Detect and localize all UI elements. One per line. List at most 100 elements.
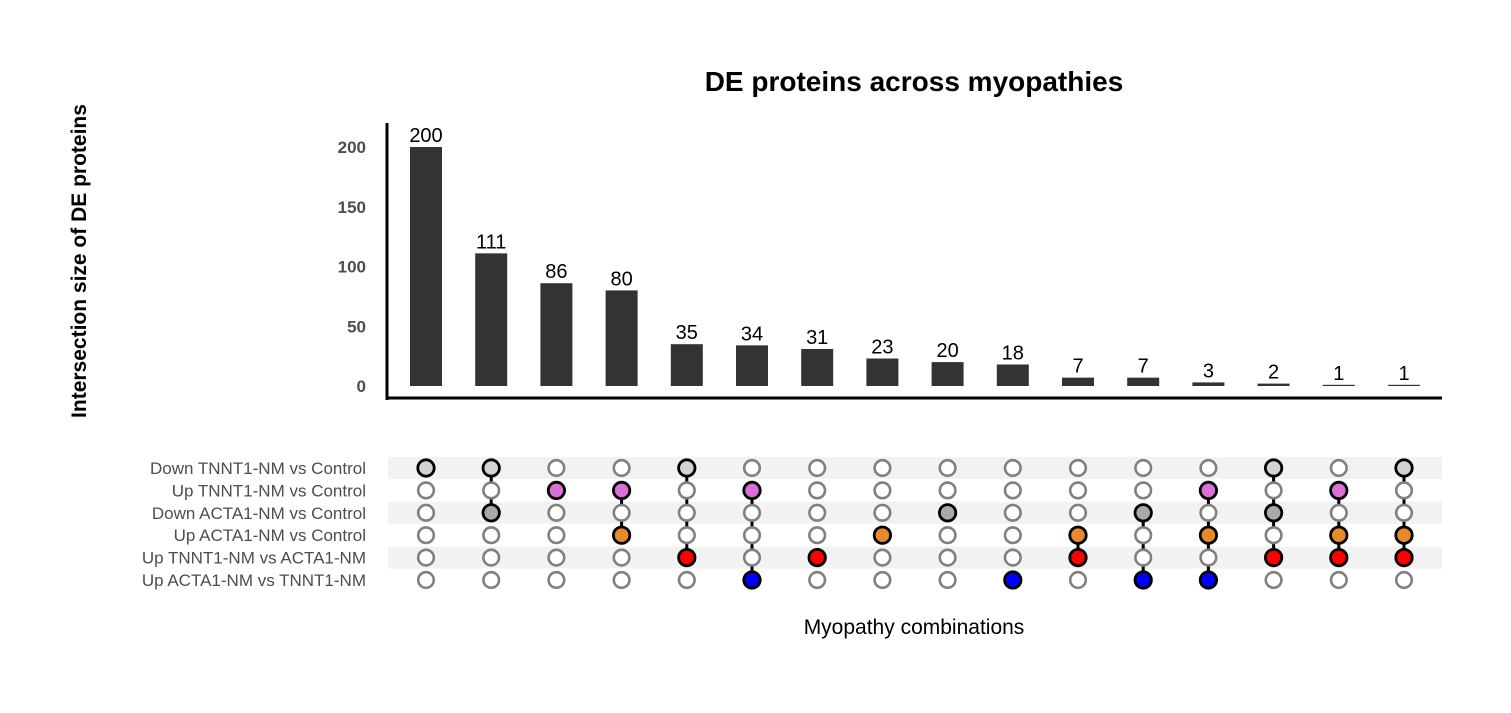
- bar-value-label: 200: [409, 125, 442, 147]
- matrix-dot-active: [1264, 503, 1284, 523]
- bar-value-label: 7: [1072, 356, 1083, 378]
- matrix-dot-inactive: [742, 458, 762, 478]
- matrix-dot-inactive: [1199, 503, 1218, 522]
- bar-value-label: 1: [1398, 363, 1409, 385]
- x-axis-label: Myopathy combinations: [804, 616, 1025, 639]
- matrix-dot-active: [1198, 480, 1219, 500]
- y-tick-label: 50: [347, 317, 366, 336]
- y-axis-ticks: 0 50 100 150 200: [338, 138, 366, 396]
- matrix-dot-inactive: [873, 481, 892, 500]
- matrix-dot-active: [481, 503, 501, 523]
- matrix-dot-inactive: [416, 526, 436, 545]
- matrix-dot-inactive: [612, 570, 631, 590]
- bar-labels: 200 111 86 80 35 34 31 23 20 18 7 7 3 2 1 1: [409, 125, 1409, 385]
- matrix-dot-inactive: [612, 503, 631, 522]
- matrix-dot-active: [1329, 525, 1349, 545]
- matrix-dot-active: [1394, 547, 1414, 568]
- matrix-dot-active: [611, 480, 632, 500]
- matrix-dot-inactive: [482, 548, 501, 567]
- matrix-background: [388, 457, 1442, 569]
- matrix-dot-inactive: [482, 481, 501, 500]
- bar: [736, 345, 768, 386]
- bar-value-label: 3: [1203, 360, 1214, 382]
- set-label: Up TNNT1-NM vs Control: [172, 481, 366, 500]
- matrix-dot-active: [1198, 570, 1219, 590]
- matrix-dot-active: [807, 547, 827, 568]
- matrix-dot-inactive: [547, 570, 566, 590]
- matrix-row-band: [388, 501, 1442, 524]
- matrix-dot-inactive: [547, 503, 566, 522]
- matrix-row-band: [388, 457, 1442, 479]
- bar-value-label: 80: [610, 268, 632, 290]
- matrix-dot-active: [1394, 458, 1414, 478]
- matrix-dot-inactive: [677, 503, 696, 522]
- matrix-dot-inactive: [1003, 548, 1022, 567]
- matrix-dot-active: [1133, 570, 1153, 590]
- matrix-dot-inactive: [677, 570, 696, 590]
- set-label: Up TNNT1-NM vs ACTA1-NM: [142, 549, 366, 568]
- bar-value-label: 20: [936, 340, 958, 362]
- bar: [996, 364, 1029, 386]
- bar: [1127, 377, 1160, 386]
- matrix-dot-inactive: [938, 458, 957, 478]
- matrix-dot-inactive: [1329, 503, 1348, 522]
- matrix-dot-inactive: [677, 526, 696, 545]
- bar-value-label: 1: [1333, 363, 1344, 385]
- y-axis-label: Intersection size of DE proteins: [68, 104, 91, 418]
- matrix-dot-inactive: [938, 481, 957, 500]
- bar: [540, 283, 573, 386]
- matrix-dot-active: [1329, 547, 1349, 568]
- bar-value-label: 86: [545, 261, 567, 283]
- matrix-dot-inactive: [938, 548, 957, 567]
- matrix-dot-inactive: [1068, 481, 1088, 500]
- matrix-dot-active: [1198, 525, 1219, 545]
- matrix-dot-active: [1133, 503, 1153, 523]
- matrix-dot-inactive: [1329, 570, 1348, 590]
- matrix-dot-inactive: [612, 548, 631, 567]
- set-label: Down TNNT1-NM vs Control: [150, 459, 366, 478]
- set-label: Up ACTA1-NM vs Control: [174, 526, 366, 545]
- matrix-dot-inactive: [482, 526, 501, 545]
- matrix-dot-inactive: [808, 570, 827, 590]
- set-labels: Down TNNT1-NM vs Control Up TNNT1-NM vs C…: [142, 459, 366, 590]
- matrix-dot-active: [481, 458, 501, 478]
- matrix-dot-inactive: [1068, 503, 1088, 522]
- axes: [385, 123, 1442, 400]
- matrix-dot-inactive: [873, 548, 892, 567]
- matrix-dot-inactive: [808, 458, 827, 478]
- bar-value-label: 111: [476, 231, 506, 253]
- matrix-dot-inactive: [808, 481, 827, 500]
- matrix-dot-active: [1003, 570, 1023, 590]
- matrix-dot-active: [416, 458, 436, 478]
- matrix-dot-inactive: [677, 481, 696, 500]
- matrix-dot-inactive: [1134, 526, 1153, 545]
- matrix-dot-active: [677, 458, 697, 478]
- bar: [1388, 384, 1420, 386]
- matrix-dot-inactive: [1264, 570, 1283, 590]
- matrix-dot-inactive: [1329, 458, 1348, 478]
- matrix-dot-active: [1264, 458, 1284, 478]
- bar-value-label: 35: [676, 322, 698, 344]
- matrix-dot-inactive: [547, 548, 566, 567]
- y-tick-label: 200: [338, 138, 366, 157]
- matrix-dot-active: [1068, 525, 1088, 545]
- bar: [475, 253, 508, 386]
- bar: [931, 362, 964, 386]
- bar: [866, 358, 899, 386]
- matrix-dot-inactive: [808, 503, 827, 522]
- matrix-dot-inactive: [1394, 570, 1414, 590]
- matrix-dot-active: [937, 503, 958, 523]
- matrix-dot-inactive: [547, 458, 566, 478]
- matrix-dot-active: [611, 525, 632, 545]
- matrix-dot-inactive: [938, 570, 957, 590]
- matrix-dot-inactive: [742, 548, 762, 567]
- bar-value-label: 34: [741, 323, 763, 345]
- intersection-matrix: [416, 458, 1414, 590]
- matrix-dot-inactive: [416, 503, 436, 522]
- matrix-dot-inactive: [873, 570, 892, 590]
- matrix-dot-active: [1394, 525, 1414, 545]
- matrix-dot-inactive: [938, 526, 957, 545]
- matrix-dot-active: [546, 480, 567, 500]
- matrix-dot-inactive: [1134, 458, 1153, 478]
